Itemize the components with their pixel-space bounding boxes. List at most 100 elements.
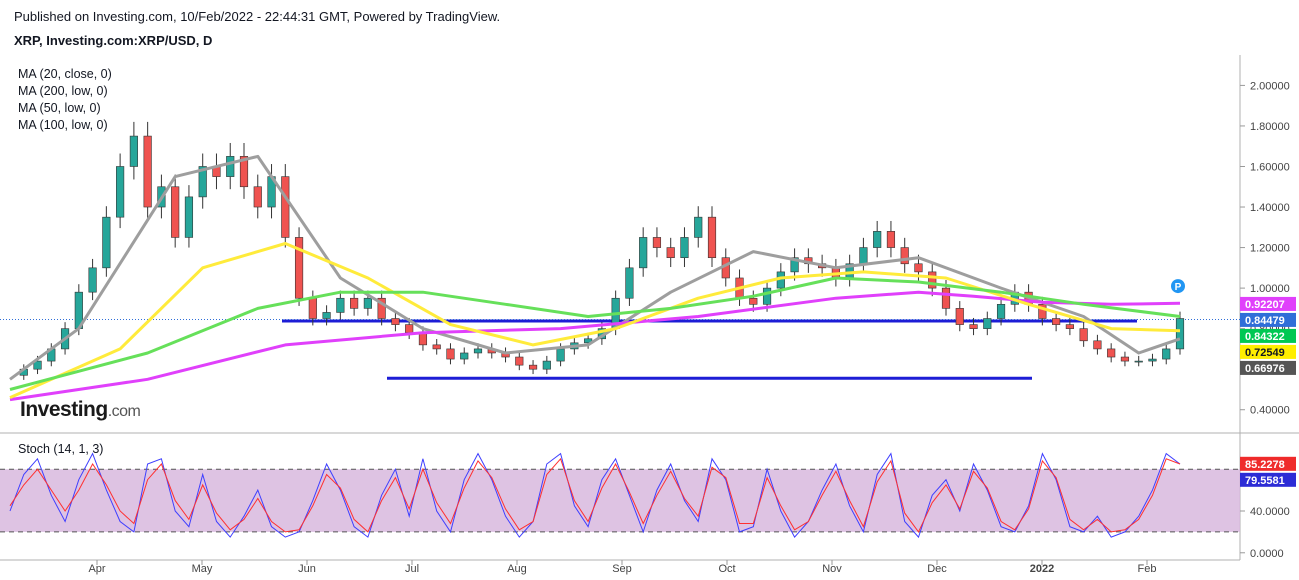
value-tag-bg — [1240, 360, 1296, 375]
candle-body — [762, 287, 772, 305]
candle-body — [1065, 324, 1074, 329]
legend-ma200[interactable]: MA (200, low, 0) — [18, 84, 108, 98]
stoch-lines — [9, 452, 1181, 539]
time-tick-label: May — [192, 563, 213, 575]
candle-body — [460, 352, 469, 360]
moving-averages — [9, 154, 1181, 402]
ma-line — [9, 276, 1181, 391]
value-tag-label: 0.72549 — [1245, 347, 1285, 359]
symbol-title: XRP, Investing.com:XRP/USD, D — [14, 33, 213, 48]
candle-body — [652, 237, 662, 248]
value-tag-label: 79.5581 — [1245, 475, 1285, 487]
candle-body — [129, 135, 138, 167]
candle-body — [116, 166, 125, 218]
candle-body — [391, 318, 400, 325]
candle-body — [336, 297, 345, 313]
stoch-band-fill — [0, 469, 1240, 532]
legend-ma50[interactable]: MA (50, low, 0) — [18, 101, 101, 115]
value-tag-bg — [1240, 344, 1296, 359]
candle-body — [171, 186, 180, 238]
ma-line — [9, 290, 1181, 402]
stoch-tick-label: 0.0000 — [1250, 548, 1284, 560]
candle-body — [515, 356, 524, 366]
candle-body — [983, 318, 992, 329]
candle-body — [1052, 318, 1061, 325]
time-tick-label: Dec — [927, 563, 947, 575]
candle-body — [666, 247, 675, 259]
value-tag-bg — [1240, 456, 1296, 471]
stoch-axis: 0.0000 40.0000 — [1240, 506, 1290, 560]
candle-body — [322, 312, 331, 319]
candle-body — [432, 344, 441, 350]
indicator-legend: MA (20, close, 0) MA (200, low, 0) MA (5… — [18, 66, 112, 134]
candle-body — [914, 263, 923, 273]
candle-body — [625, 267, 634, 299]
candle-body — [1107, 348, 1116, 358]
candle-body — [1162, 348, 1171, 360]
value-tag-bg — [1240, 472, 1296, 487]
candle-body — [1148, 358, 1157, 362]
candle-body — [377, 297, 386, 319]
candle-body — [886, 231, 896, 248]
time-tick-label: Aug — [507, 563, 527, 575]
value-tag-bg — [1240, 328, 1296, 343]
candle-body — [226, 156, 235, 177]
candle-body — [859, 247, 868, 265]
time-tick-label: Feb — [1138, 563, 1157, 575]
candle-body — [1079, 328, 1088, 342]
candle-body — [955, 308, 964, 325]
p-marker-circle — [1171, 279, 1185, 294]
time-tick-label: Jun — [298, 563, 316, 575]
p-marker-icon[interactable]: P — [1171, 279, 1185, 294]
price-tick-label: 1.80000 — [1250, 121, 1290, 133]
candle-body — [184, 196, 194, 238]
investing-logo: Investing.com — [20, 398, 141, 422]
logo-main: Investing — [20, 398, 108, 421]
horizontal-levels — [0, 319, 1240, 380]
last-value-tags: 0.92207 0.84479 0.84322 0.72549 0.66976 85.22… — [1240, 296, 1296, 487]
stoch-legend[interactable]: Stoch (14, 1, 3) — [18, 442, 104, 456]
candle-body — [33, 360, 42, 370]
time-tick-label: 2022 — [1030, 563, 1054, 575]
value-tag-label: 0.92207 — [1245, 299, 1285, 311]
price-tick-label: 0.40000 — [1250, 405, 1290, 417]
candle-body — [1120, 356, 1130, 362]
value-tag-label: 0.66976 — [1245, 363, 1285, 375]
candle-body — [1038, 304, 1047, 319]
value-tag-label: 0.84479 — [1245, 315, 1285, 327]
candle-body — [1093, 340, 1102, 350]
candle-body — [102, 216, 111, 269]
legend-ma20[interactable]: MA (20, close, 0) — [18, 67, 112, 81]
ma-line — [9, 242, 1181, 399]
value-tag-bg — [1240, 312, 1296, 327]
stoch-tick-label: 40.0000 — [1250, 506, 1290, 518]
candle-body — [294, 237, 304, 299]
candle-body — [873, 231, 882, 248]
candle-body — [198, 166, 207, 198]
time-axis: Apr May Jun Jul Aug Sep Oct Nov Dec 2022 Feb — [88, 560, 1156, 575]
candle-body — [308, 297, 317, 319]
candle-body — [528, 364, 538, 370]
stoch-band — [0, 468, 1240, 533]
ma-line — [9, 154, 1181, 381]
candle-body — [143, 135, 152, 208]
candle-body — [639, 237, 648, 269]
value-tag-label: 0.84322 — [1245, 331, 1285, 343]
candle-body — [88, 267, 97, 293]
legend-ma100[interactable]: MA (100, low, 0) — [18, 118, 108, 132]
candle-body — [363, 297, 372, 309]
candle-body — [281, 176, 290, 238]
candle-body — [1175, 318, 1185, 350]
time-tick-label: Oct — [718, 563, 735, 575]
candle-body — [928, 271, 937, 289]
candle-body — [900, 247, 909, 265]
candle-body — [707, 216, 717, 259]
candle-body — [1134, 360, 1143, 363]
candle-body — [350, 297, 359, 309]
candles — [19, 121, 1185, 380]
candle-body — [969, 324, 978, 329]
candle-body — [542, 360, 551, 370]
price-tick-label: 1.00000 — [1250, 283, 1290, 295]
stoch-line — [9, 457, 1181, 533]
